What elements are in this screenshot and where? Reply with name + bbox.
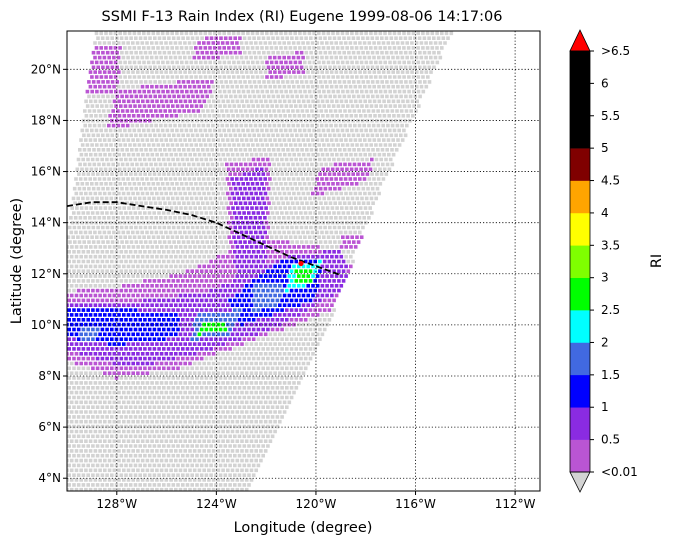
y-tick-label: 14°N	[31, 216, 61, 230]
y-tick-label: 4°N	[38, 471, 61, 485]
colorbar-segment	[570, 439, 590, 473]
colorbar-frame	[569, 50, 591, 473]
y-tick-label: 10°N	[31, 318, 61, 332]
y-axis-label: Latitude (degree)	[9, 198, 25, 324]
x-tick-label: 116°W	[395, 497, 436, 511]
colorbar-segment	[570, 51, 590, 84]
x-tick-label: 128°W	[96, 497, 137, 511]
colorbar-segment	[570, 83, 590, 117]
colorbar-under-arrow	[569, 471, 591, 493]
colorbar-segment	[570, 310, 590, 343]
axes-frame	[66, 30, 541, 492]
colorbar-tick-label: 4.5	[601, 174, 620, 188]
plot-area: 128°W 124°W 120°W 116°W 112°W 4°N 6°N 8°N 10°N 1…	[31, 30, 541, 511]
rain-class-1	[67, 167, 348, 366]
colorbar-segment	[570, 342, 590, 376]
colorbar-segment	[570, 245, 590, 278]
rain-class-0	[67, 36, 374, 380]
colorbar-tick-label: 2.5	[601, 303, 620, 317]
x-tick-label: 124°W	[196, 497, 237, 511]
rain-class-3	[79, 284, 284, 341]
grid-lines	[67, 31, 540, 491]
colorbar-tick-label: 5	[601, 141, 609, 155]
x-axis-label: Longitude (degree)	[234, 520, 373, 536]
colorbar-tick-label: 1.5	[601, 368, 620, 382]
y-tick-label: 16°N	[31, 165, 61, 179]
track-line	[67, 201, 342, 276]
current-position-marker	[298, 260, 304, 267]
no-rain-cells	[67, 31, 454, 491]
colorbar: <0.01 0.5 1 1.5 2 2.5 3 3.5 4 4.5 5 5.5 6 >6.5 RI	[569, 29, 665, 493]
colorbar-tick-label: >6.5	[601, 44, 630, 58]
colorbar-segment	[570, 212, 590, 246]
y-tick-label: 18°N	[31, 113, 61, 127]
x-tick-label: 120°W	[296, 497, 337, 511]
colorbar-tick-label: 2	[601, 335, 609, 349]
rain-cells	[67, 36, 374, 380]
colorbar-segment	[570, 115, 590, 149]
y-tick-label: 6°N	[38, 420, 61, 434]
x-ticks: 128°W 124°W 120°W 116°W 112°W	[96, 491, 536, 511]
colorbar-segment	[570, 180, 590, 214]
y-tick-label: 20°N	[31, 62, 61, 76]
swath-no-rain-region	[67, 31, 454, 491]
colorbar-tick-label: 0.5	[601, 433, 620, 447]
colorbar-over-arrow	[569, 29, 591, 52]
colorbar-segment	[570, 148, 590, 181]
colorbar-segment	[570, 277, 590, 311]
y-ticks: 4°N 6°N 8°N 10°N 12°N 14°N 16°N 18°N 20°N	[31, 62, 67, 485]
storm-track	[67, 201, 342, 276]
colorbar-tick-label: 6	[601, 76, 609, 90]
colorbar-tick-label: 4	[601, 206, 609, 220]
y-tick-label: 8°N	[38, 369, 61, 383]
x-tick-label: 112°W	[495, 497, 536, 511]
colorbar-tick-label: 5.5	[601, 109, 620, 123]
colorbar-tick-label: 3	[601, 271, 609, 285]
colorbar-tick-label: 3.5	[601, 238, 620, 252]
y-tick-label: 12°N	[31, 267, 61, 281]
colorbar-tick-label: <0.01	[601, 465, 638, 479]
colorbar-tick-label: 1	[601, 400, 609, 414]
chart-title: SSMI F-13 Rain Index (RI) Eugene 1999-08…	[102, 9, 503, 25]
colorbar-segment	[570, 407, 590, 440]
colorbar-label: RI	[649, 254, 665, 268]
colorbar-segment	[570, 374, 590, 408]
